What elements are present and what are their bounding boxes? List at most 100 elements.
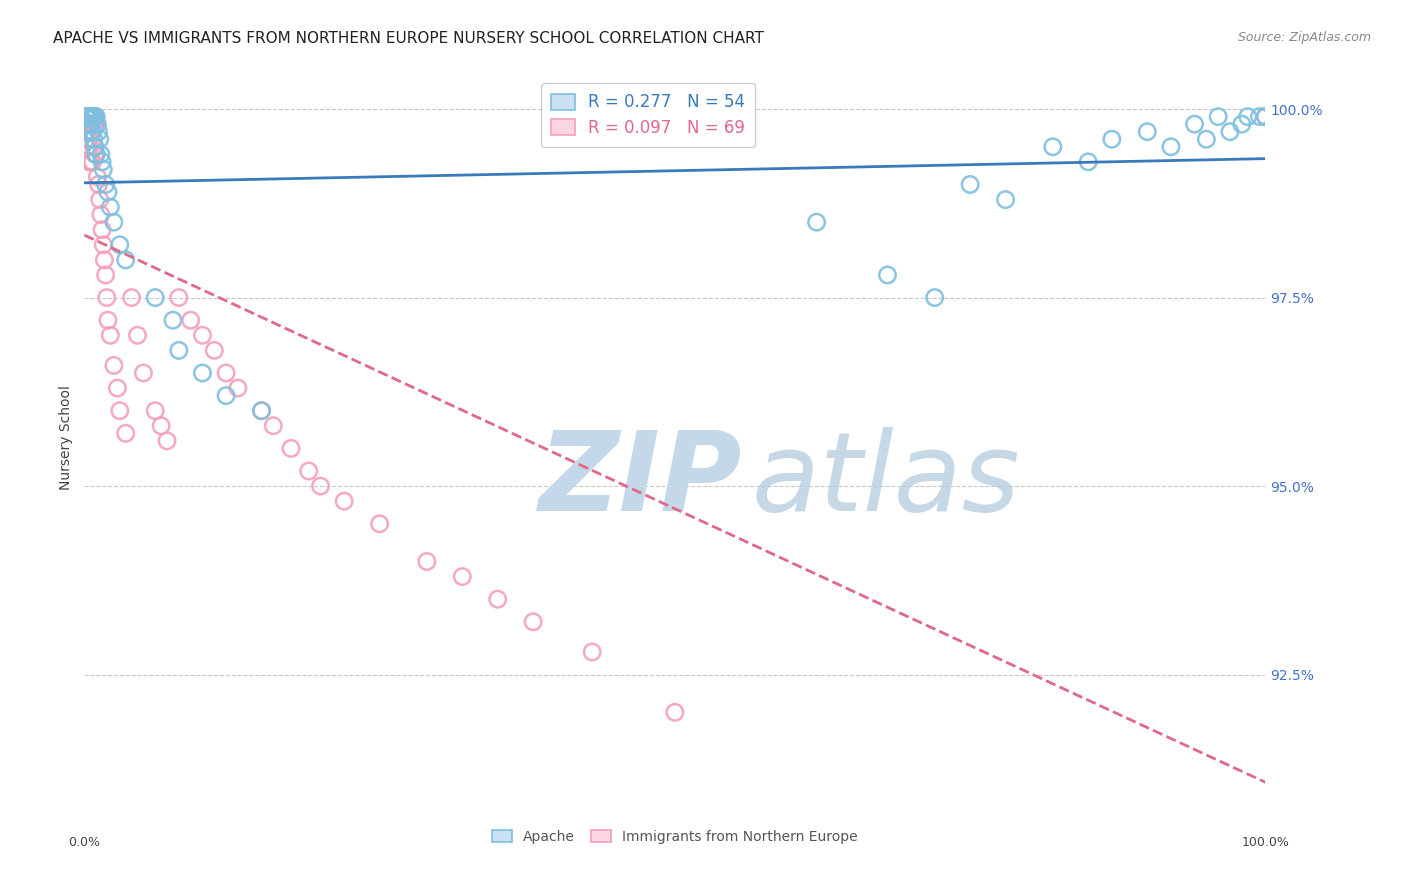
- Point: [1236, 110, 1258, 124]
- Point: [150, 418, 173, 433]
- Point: [79, 110, 101, 124]
- Point: [90, 208, 112, 222]
- Point: [143, 291, 166, 305]
- Point: [180, 313, 202, 327]
- Point: [75, 117, 97, 131]
- Point: [87, 125, 110, 139]
- Point: [76, 132, 98, 146]
- Point: [80, 110, 103, 124]
- Point: [77, 125, 100, 139]
- Text: 0.0%: 0.0%: [69, 836, 100, 848]
- Point: [1195, 132, 1218, 146]
- Point: [75, 110, 97, 124]
- Point: [1254, 110, 1277, 124]
- Point: [1184, 117, 1206, 131]
- Point: [91, 237, 114, 252]
- Point: [1042, 140, 1064, 154]
- Point: [83, 132, 105, 146]
- Point: [298, 464, 321, 478]
- Point: [167, 291, 190, 305]
- Point: [77, 117, 100, 131]
- Point: [94, 178, 117, 192]
- Text: Source: ZipAtlas.com: Source: ZipAtlas.com: [1237, 31, 1371, 45]
- Point: [98, 328, 121, 343]
- Point: [86, 117, 108, 131]
- Point: [79, 140, 101, 154]
- Point: [114, 252, 136, 267]
- Point: [97, 185, 120, 199]
- Point: [1206, 110, 1229, 124]
- Point: [924, 291, 946, 305]
- Point: [1077, 154, 1099, 169]
- Point: [76, 117, 98, 131]
- Point: [368, 516, 391, 531]
- Point: [89, 132, 111, 146]
- Point: [280, 442, 302, 456]
- Point: [96, 291, 118, 305]
- Point: [156, 434, 179, 448]
- Point: [82, 110, 104, 124]
- Point: [215, 366, 238, 380]
- Point: [103, 359, 125, 373]
- Point: [1160, 140, 1182, 154]
- Point: [132, 366, 155, 380]
- Point: [82, 125, 104, 139]
- Point: [162, 313, 184, 327]
- Point: [77, 154, 100, 169]
- Point: [262, 418, 284, 433]
- Point: [108, 403, 131, 417]
- Point: [121, 291, 143, 305]
- Point: [75, 110, 97, 124]
- Point: [77, 110, 100, 124]
- Point: [79, 117, 101, 131]
- Point: [91, 154, 114, 169]
- Point: [664, 706, 686, 720]
- Point: [84, 110, 107, 124]
- Text: ZIP: ZIP: [538, 427, 742, 534]
- Legend: Apache, Immigrants from Northern Europe: Apache, Immigrants from Northern Europe: [485, 822, 865, 851]
- Point: [91, 223, 114, 237]
- Point: [191, 366, 214, 380]
- Point: [77, 132, 100, 146]
- Point: [486, 592, 509, 607]
- Point: [108, 237, 131, 252]
- Point: [79, 110, 101, 124]
- Text: 100.0%: 100.0%: [1241, 836, 1289, 848]
- Point: [107, 381, 129, 395]
- Point: [1230, 117, 1253, 131]
- Point: [309, 479, 332, 493]
- Point: [103, 215, 125, 229]
- Point: [93, 252, 115, 267]
- Point: [80, 110, 103, 124]
- Y-axis label: Nursery School: Nursery School: [59, 384, 73, 490]
- Point: [77, 117, 100, 131]
- Point: [82, 125, 104, 139]
- Point: [127, 328, 149, 343]
- Point: [250, 403, 273, 417]
- Point: [1101, 132, 1123, 146]
- Point: [84, 147, 107, 161]
- Point: [84, 147, 107, 161]
- Point: [1136, 125, 1159, 139]
- Point: [416, 554, 439, 568]
- Point: [80, 125, 103, 139]
- Point: [86, 169, 108, 184]
- Point: [98, 200, 121, 214]
- Point: [84, 117, 107, 131]
- Point: [1254, 110, 1277, 124]
- Point: [994, 193, 1017, 207]
- Point: [84, 147, 107, 161]
- Point: [77, 110, 100, 124]
- Point: [82, 110, 104, 124]
- Point: [80, 125, 103, 139]
- Point: [84, 140, 107, 154]
- Point: [82, 154, 104, 169]
- Point: [333, 494, 356, 508]
- Point: [451, 569, 474, 583]
- Point: [143, 403, 166, 417]
- Point: [114, 426, 136, 441]
- Point: [77, 110, 100, 124]
- Point: [77, 140, 100, 154]
- Point: [97, 313, 120, 327]
- Point: [83, 117, 105, 131]
